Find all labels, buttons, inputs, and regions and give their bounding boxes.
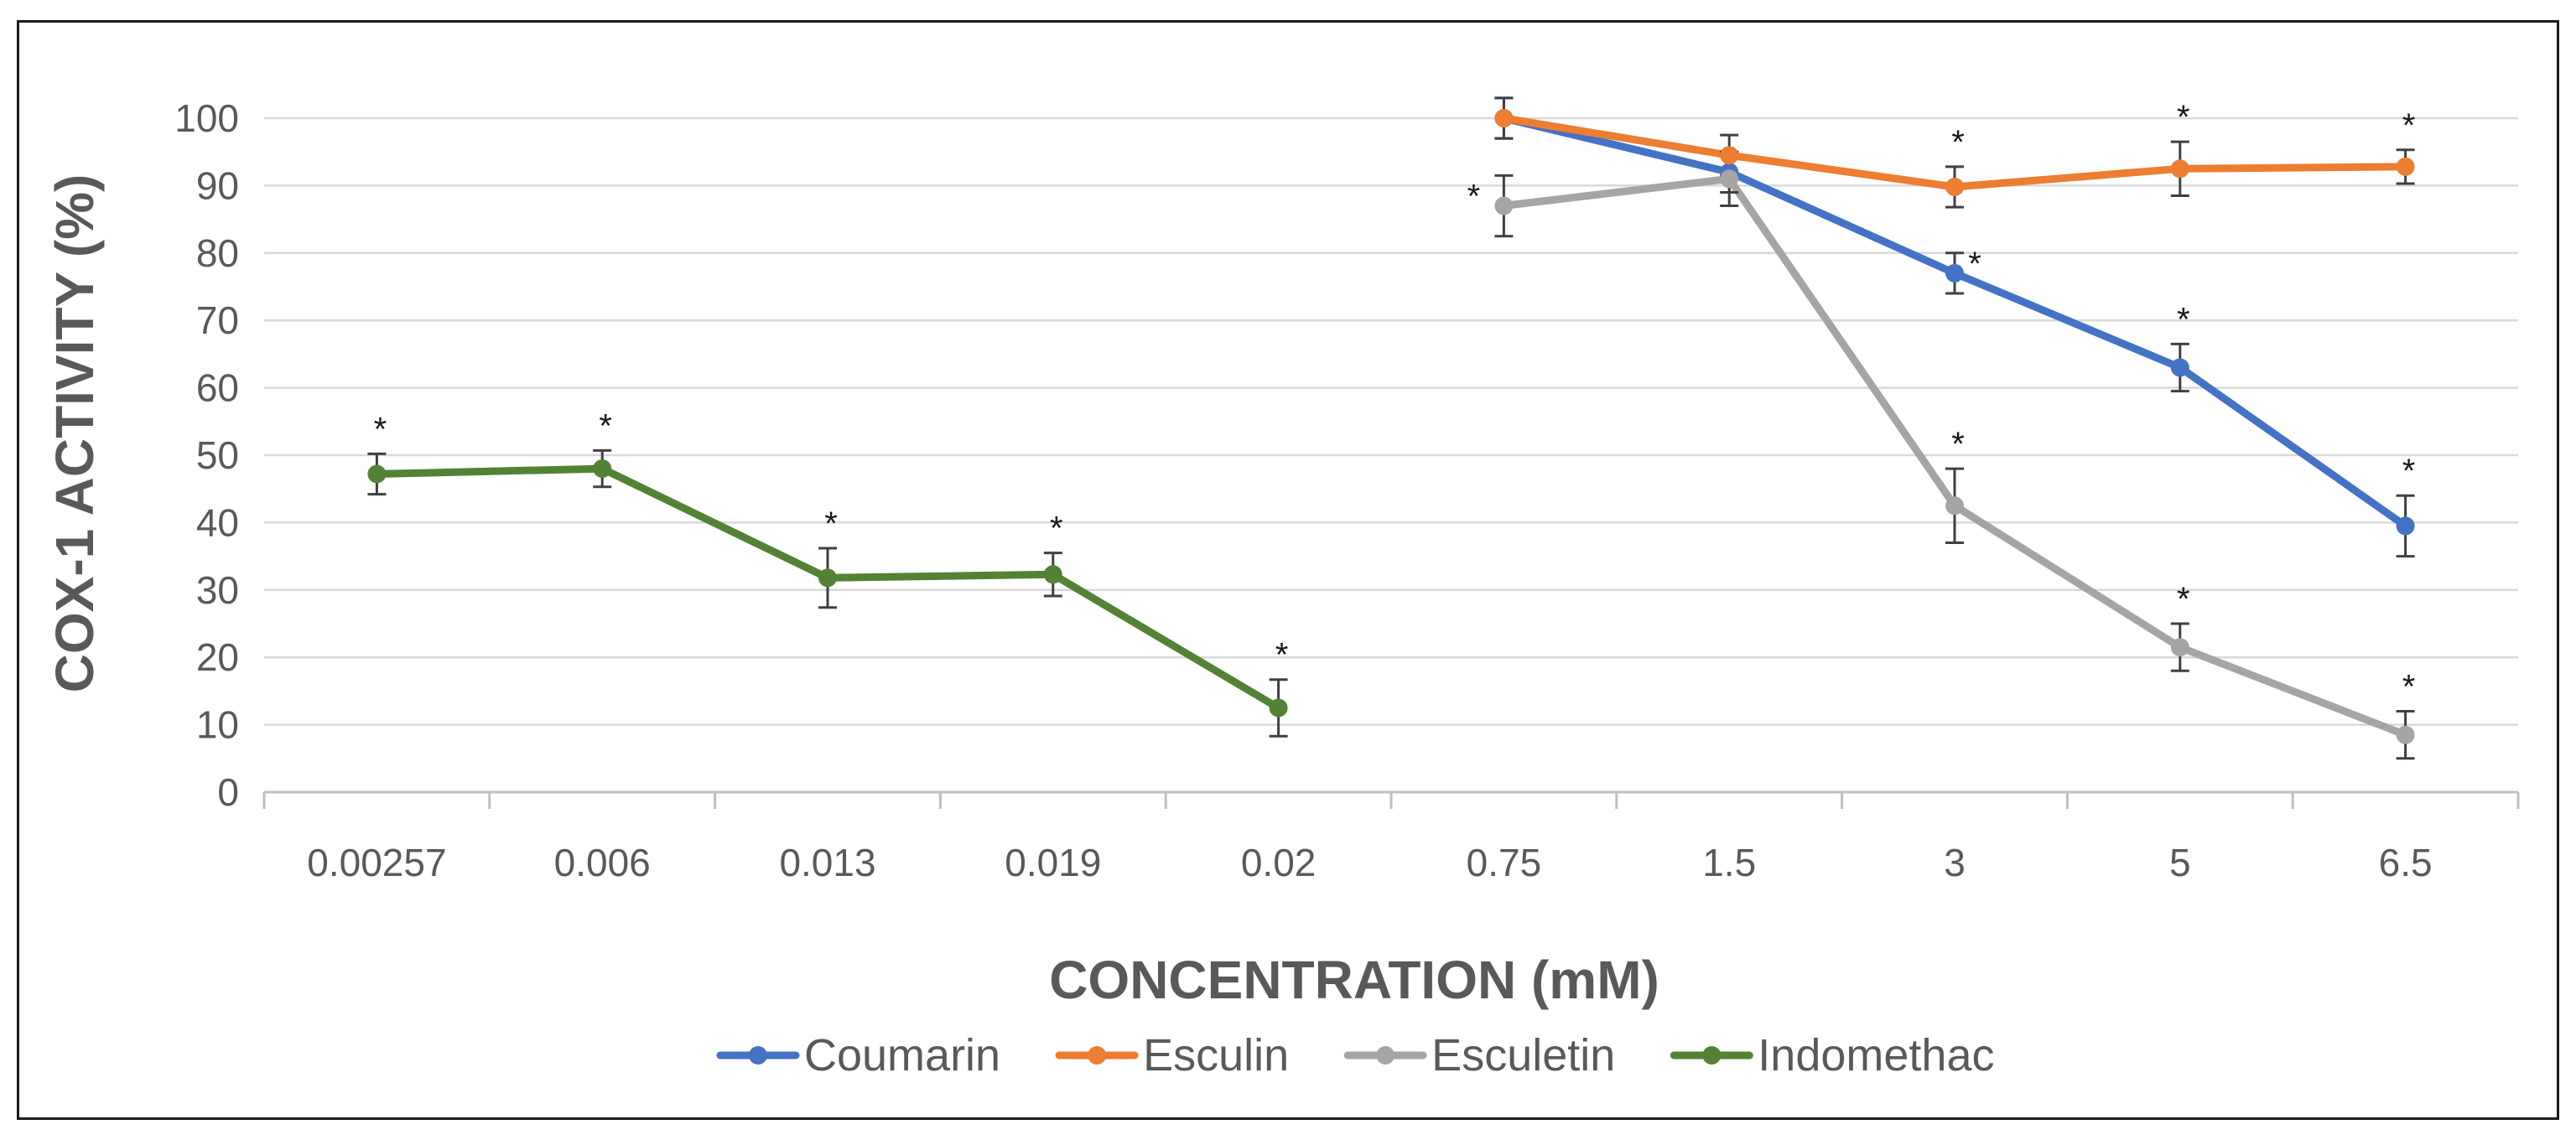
significance-star: * [2177, 301, 2190, 338]
y-tick-label: 100 [174, 96, 239, 140]
data-point-indomethac [593, 459, 612, 479]
legend: Coumarin Esculin Esculetin Indomethac [716, 1030, 1994, 1080]
gridlines [264, 117, 2518, 726]
x-tick-label: 5 [2169, 841, 2191, 884]
data-point-esculin [2170, 159, 2189, 179]
data-point-esculetin [2396, 725, 2415, 744]
legend-item-coumarin: Coumarin [716, 1030, 1000, 1080]
data-point-esculetin [1720, 169, 1739, 189]
data-point-coumarin [1945, 263, 1964, 282]
legend-label: Esculetin [1431, 1030, 1615, 1080]
legend-label: Indomethac [1758, 1030, 1994, 1080]
x-tick-label: 0.00257 [307, 841, 446, 884]
x-axis [262, 790, 2520, 809]
significance-star: * [599, 407, 612, 444]
y-tick-label: 30 [196, 568, 239, 612]
x-tick-label: 0.013 [779, 841, 875, 884]
significance-star: * [1968, 246, 1981, 282]
y-tick-labels: 0 10 20 30 40 50 60 70 80 90 100 [174, 96, 239, 814]
legend-label: Coumarin [804, 1030, 1000, 1080]
x-tick-labels: 0.00257 0.006 0.013 0.019 0.02 0.75 1.5 3 5 6.5 [307, 841, 2432, 884]
data-point-esculin [1945, 178, 1964, 197]
significance-star: * [374, 411, 387, 448]
significance-star: * [2402, 107, 2416, 144]
y-tick-label: 70 [196, 298, 239, 342]
legend-label: Esculin [1143, 1030, 1289, 1080]
data-point-esculetin [2170, 638, 2189, 657]
y-tick-label: 90 [196, 163, 239, 207]
data-point-esculetin [1945, 496, 1964, 516]
significance-markers: * * * * * * * * * * * * * * * [374, 99, 2416, 705]
legend-item-indomethac: Indomethac [1670, 1030, 1994, 1080]
y-tick-label: 20 [196, 635, 239, 679]
data-points [367, 109, 2415, 744]
legend-item-esculetin: Esculetin [1343, 1030, 1615, 1080]
significance-star: * [1050, 510, 1063, 547]
x-tick-label: 6.5 [2379, 841, 2433, 884]
x-tick-label: 0.019 [1005, 841, 1101, 884]
chart-frame: 0 10 20 30 40 50 60 70 80 90 100 0.00257 0.006 0.013… [17, 20, 2559, 1120]
x-tick-label: 0.006 [554, 841, 651, 884]
error-bars [367, 96, 2415, 760]
y-axis-title: COX-1 ACTIVITY (%) [44, 174, 105, 693]
legend-marker-indomethac [1702, 1046, 1722, 1065]
x-tick-label: 3 [1944, 841, 1966, 884]
x-axis-title: CONCENTRATION (mM) [1049, 950, 1659, 1010]
y-tick-label: 50 [196, 433, 239, 477]
data-point-esculetin [1494, 196, 1514, 215]
series-lines [372, 114, 2410, 739]
y-tick-label: 80 [196, 231, 239, 275]
x-tick-label: 0.75 [1467, 841, 1542, 884]
legend-marker-esculetin [1376, 1046, 1395, 1065]
data-point-esculin [1720, 146, 1739, 165]
cox1-activity-chart: 0 10 20 30 40 50 60 70 80 90 100 0.00257 0.006 0.013… [44, 96, 2520, 1080]
data-point-indomethac [818, 568, 837, 588]
significance-star: * [1951, 426, 1965, 463]
x-tick-label: 1.5 [1702, 841, 1756, 884]
data-point-coumarin [2396, 516, 2415, 536]
significance-star: * [1275, 637, 1289, 674]
data-point-indomethac [1269, 698, 1288, 718]
data-point-esculin [1494, 109, 1514, 127]
legend-marker-esculin [1088, 1046, 1107, 1065]
significance-star: * [1467, 179, 1481, 215]
legend-item-esculin: Esculin [1055, 1030, 1289, 1080]
significance-star: * [2402, 669, 2416, 706]
y-tick-label: 40 [196, 500, 239, 544]
significance-star: * [2177, 99, 2190, 136]
data-point-coumarin [2170, 358, 2189, 377]
significance-star: * [1951, 124, 1965, 161]
y-tick-label: 0 [217, 770, 239, 814]
legend-marker-coumarin [749, 1046, 767, 1065]
y-tick-label: 10 [196, 703, 239, 747]
x-tick-label: 0.02 [1241, 841, 1317, 884]
significance-star: * [824, 505, 838, 542]
significance-star: * [2402, 453, 2416, 490]
data-point-indomethac [1043, 565, 1062, 584]
significance-star: * [2177, 581, 2190, 618]
data-point-esculin [2396, 157, 2415, 176]
data-point-indomethac [367, 464, 387, 484]
y-tick-label: 60 [196, 366, 239, 410]
